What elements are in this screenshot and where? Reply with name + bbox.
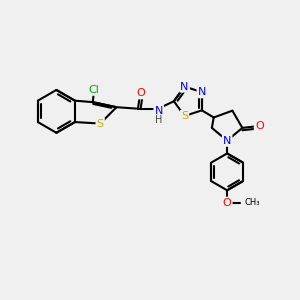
Text: N: N [154, 106, 163, 116]
Text: N: N [223, 136, 231, 146]
Text: CH₃: CH₃ [245, 198, 260, 207]
Text: O: O [223, 198, 232, 208]
Text: N: N [198, 87, 206, 97]
Text: S: S [97, 118, 104, 128]
Text: O: O [255, 122, 264, 131]
Text: O: O [136, 88, 145, 98]
Text: N: N [180, 82, 189, 92]
Text: Cl: Cl [89, 85, 100, 95]
Text: S: S [181, 111, 188, 121]
Text: H: H [155, 115, 162, 125]
